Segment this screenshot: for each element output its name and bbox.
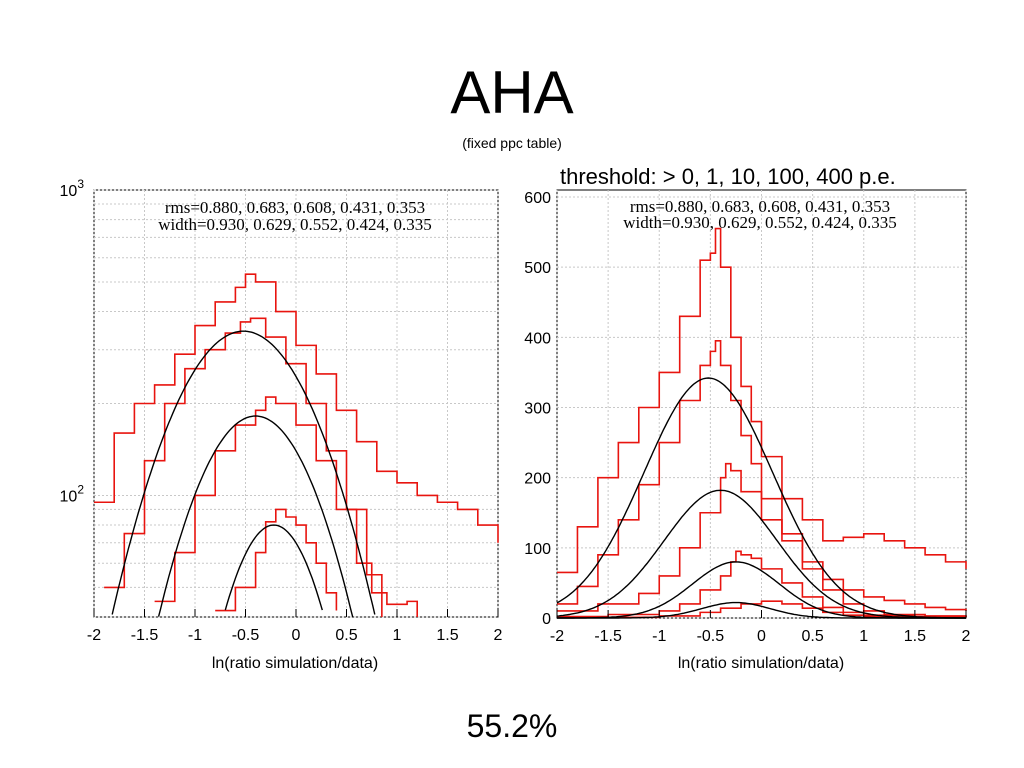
- left-x-tick-label: -1: [188, 627, 202, 644]
- right-x-tick-label: -2: [550, 628, 564, 645]
- left-x-tick-label: 0: [292, 627, 301, 644]
- left-fit-curve-1: [157, 415, 354, 617]
- right-x-tick-label: -0.5: [697, 628, 725, 645]
- right-x-tick-label: 0: [757, 628, 766, 645]
- left-histogram-1: [104, 317, 383, 617]
- left-x-axis-title: ln(ratio simulation/data): [212, 655, 378, 672]
- right-y-tick-label: 600: [524, 190, 551, 207]
- left-histogram-0: [94, 273, 499, 543]
- threshold-note: threshold: > 0, 1, 10, 100, 400 p.e.: [560, 164, 896, 189]
- right-histogram-4: [557, 600, 967, 619]
- right-fit-curve-0: [556, 377, 966, 619]
- right-width-annotation: width=0.930, 0.629, 0.552, 0.424, 0.335: [623, 213, 897, 232]
- right-y-tick-label: 100: [524, 541, 551, 558]
- left-ticks: -2 -1.5 -1 -0.5 0 0.5 1 1.5 2 102 103: [60, 177, 503, 644]
- right-x-tick-label: 1.5: [904, 628, 926, 645]
- right-x-axis-title: ln(ratio simulation/data): [678, 655, 844, 672]
- left-y-tick-label: 103: [60, 177, 85, 200]
- left-series: [94, 273, 499, 617]
- left-rms-annotation: rms=0.880, 0.683, 0.608, 0.431, 0.353: [165, 198, 425, 217]
- right-fit-curve-1: [556, 489, 966, 619]
- right-rms-annotation: rms=0.880, 0.683, 0.608, 0.431, 0.353: [630, 197, 890, 216]
- right-x-tick-label: 1: [859, 628, 868, 645]
- left-x-tick-label: 2: [494, 627, 503, 644]
- left-x-tick-label: 1: [393, 627, 402, 644]
- right-histogram-0: [557, 227, 967, 574]
- right-x-tick-label: -1: [652, 628, 666, 645]
- left-width-annotation: width=0.930, 0.629, 0.552, 0.424, 0.335: [158, 215, 432, 234]
- footer-percentage: 55.2%: [466, 708, 558, 744]
- right-x-tick-label: 2: [962, 628, 971, 645]
- right-y-tick-label: 400: [524, 330, 551, 347]
- right-fit-curve-3: [557, 601, 966, 619]
- left-fit-curve-0: [111, 330, 376, 615]
- left-fit-curve-2: [224, 524, 323, 611]
- right-y-tick-label: 200: [524, 471, 551, 488]
- right-histogram-3: [557, 550, 967, 618]
- right-ticks: -2 -1.5 -1 -0.5 0 0.5 1 1.5 2 0 100 200 300 400 500 600: [524, 190, 970, 645]
- right-x-tick-label: 0.5: [802, 628, 824, 645]
- left-histogram-2: [154, 396, 418, 617]
- slide-title: AHA: [450, 59, 574, 126]
- right-y-tick-label: 300: [524, 401, 551, 418]
- left-x-tick-label: -0.5: [232, 627, 260, 644]
- right-x-tick-label: -1.5: [594, 628, 622, 645]
- left-x-tick-label: -1.5: [131, 627, 159, 644]
- left-histogram-3: [215, 508, 338, 612]
- left-x-tick-label: -2: [87, 627, 101, 644]
- right-y-tick-label: 500: [524, 260, 551, 277]
- slide-subtitle: (fixed ppc table): [462, 135, 562, 151]
- right-y-tick-label: 0: [542, 611, 551, 628]
- left-x-tick-label: 0.5: [335, 627, 357, 644]
- left-y-tick-label: 102: [60, 482, 85, 505]
- left-x-tick-label: 1.5: [436, 627, 458, 644]
